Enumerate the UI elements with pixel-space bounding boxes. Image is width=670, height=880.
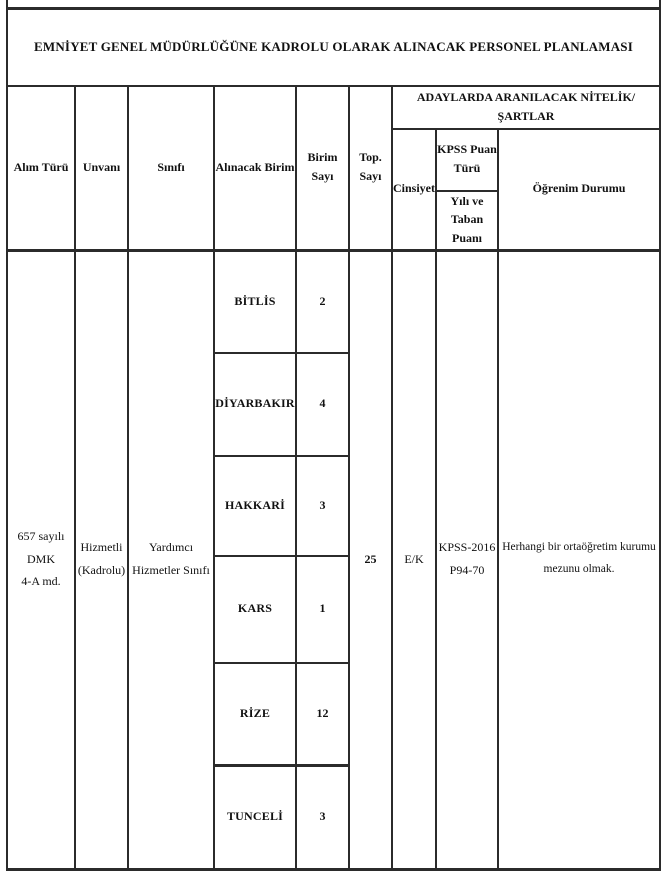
value-kpss: KPSS-2016 P94-70 (438, 540, 496, 577)
value-unvani: Hizmetli (Kadrolu) (77, 540, 126, 577)
table-row-sayi-bitlis: 2 (319, 293, 326, 308)
header-alinacak-birim: Alınacak Birim (215, 159, 295, 174)
table-row-sayi-hakkari: 3 (319, 497, 326, 512)
col-line-cinsiyet (391, 85, 393, 871)
header-unvani: Unvanı (82, 159, 121, 174)
row-divider-4 (213, 662, 350, 664)
row-divider-1 (213, 352, 350, 354)
table-title: EMNİYET GENEL MÜDÜRLÜĞÜNE KADROLU OLARAK… (34, 39, 633, 55)
col-line-kpss (435, 128, 437, 871)
col-line-birim-sayi (295, 85, 297, 871)
table-right-border (659, 0, 661, 871)
header-bottom-divider (6, 249, 661, 252)
table-bottom-border (6, 868, 661, 871)
row-divider-2 (213, 455, 350, 457)
table-row-birim-diyarbakir: DİYARBAKIR (215, 396, 295, 411)
table-row-birim-kars: KARS (237, 601, 273, 616)
table-row-sayi-rize: 12 (316, 705, 329, 720)
table-row-sayi-kars: 1 (319, 601, 326, 616)
table-left-border (6, 0, 8, 871)
col-line-sinifi (127, 85, 129, 871)
col-line-alinacak-birim (213, 85, 215, 871)
header-alim-turu: Alım Türü (13, 159, 69, 174)
header-top-sayi: Top. Sayı (359, 150, 382, 183)
header-sinifi: Sınıfı (157, 159, 185, 174)
col-line-unvani (74, 85, 76, 871)
title-bottom-divider (6, 85, 661, 87)
table-row-sayi-diyarbakir: 4 (319, 396, 326, 411)
kpss-subheader-divider (435, 190, 499, 192)
table-row-sayi-tunceli: 3 (319, 809, 326, 824)
table-row-birim-hakkari: HAKKARİ (224, 497, 286, 512)
value-ogrenim-durumu: Herhangi bir ortaöğretim kurumu mezunu o… (502, 541, 656, 575)
table-row-birim-rize: RİZE (239, 705, 271, 720)
header-yili-taban-puani: Yılı ve Taban Puanı (450, 193, 484, 245)
top-partial-row-divider (6, 7, 661, 10)
table-row-birim-tunceli: TUNCELİ (226, 809, 284, 824)
value-top-sayi: 25 (364, 551, 377, 566)
col-line-ogrenim (497, 128, 499, 871)
table-row-birim-bitlis: BİTLİS (234, 293, 276, 308)
header-ogrenim-durumu: Öğrenim Durumu (532, 181, 626, 196)
value-cinsiyet: E/K (404, 551, 424, 566)
header-nitelik-sartlar: ADAYLARDA ARANILACAK NİTELİK/ŞARTLAR (416, 89, 636, 123)
header-kpss-puan-turu: KPSS Puan Türü (437, 142, 497, 175)
header-cinsiyet: Cinsiyet (393, 181, 435, 196)
row-divider-3 (213, 555, 350, 557)
nitelik-band-divider (391, 128, 661, 130)
value-sinifi: Yardımcı Hizmetler Sınıfı (132, 540, 210, 577)
value-alim-turu: 657 sayılı DMK 4-A md. (17, 528, 65, 589)
header-birim-sayi: Birim Sayı (307, 150, 338, 183)
row-divider-5-thick (213, 764, 350, 767)
col-line-top-sayi (348, 85, 350, 871)
